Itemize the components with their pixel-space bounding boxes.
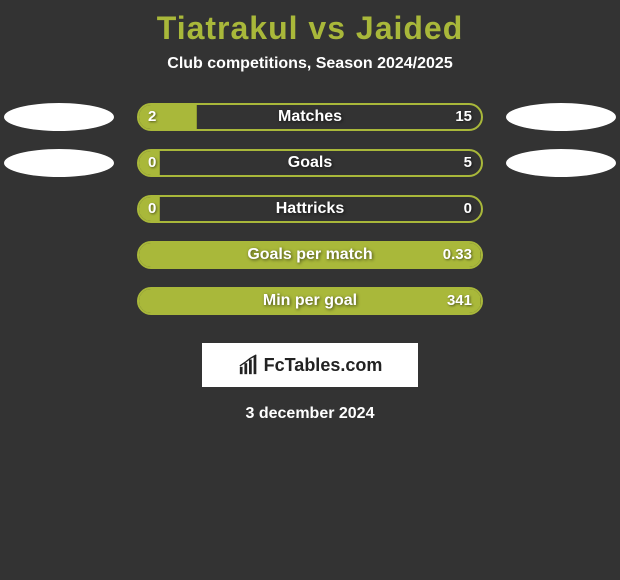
stat-bar-track: [137, 149, 483, 177]
date-label: 3 december 2024: [0, 405, 620, 423]
stat-value-left: 0: [148, 195, 156, 223]
stat-row: 341Min per goal: [0, 287, 620, 333]
player-avatar-left: [4, 103, 114, 131]
stat-bar-track: [137, 287, 483, 315]
player-avatar-right: [506, 149, 616, 177]
stat-value-right: 0.33: [443, 241, 472, 269]
stat-value-right: 15: [455, 103, 472, 131]
stat-value-left: 2: [148, 103, 156, 131]
stat-bar-track: [137, 241, 483, 269]
stat-row: 215Matches: [0, 103, 620, 149]
subtitle: Club competitions, Season 2024/2025: [0, 55, 620, 73]
page-title: Tiatrakul vs Jaided: [0, 10, 620, 47]
player-avatar-left: [4, 149, 114, 177]
player-avatar-right: [506, 103, 616, 131]
branding-text: FcTables.com: [264, 355, 383, 376]
stat-bar-track: [137, 195, 483, 223]
branding-badge: FcTables.com: [202, 343, 418, 387]
stat-value-right: 5: [464, 149, 472, 177]
stat-row: 0.33Goals per match: [0, 241, 620, 287]
stat-bar-left: [139, 243, 481, 267]
stat-value-right: 0: [464, 195, 472, 223]
stat-bar-left: [139, 289, 481, 313]
stat-bar-track: [137, 103, 483, 131]
stat-value-right: 341: [447, 287, 472, 315]
stat-row: 05Goals: [0, 149, 620, 195]
stat-value-left: 0: [148, 149, 156, 177]
stat-row: 00Hattricks: [0, 195, 620, 241]
chart-icon: [238, 354, 260, 376]
stat-rows: 215Matches05Goals00Hattricks0.33Goals pe…: [0, 103, 620, 333]
comparison-card: Tiatrakul vs Jaided Club competitions, S…: [0, 0, 620, 423]
